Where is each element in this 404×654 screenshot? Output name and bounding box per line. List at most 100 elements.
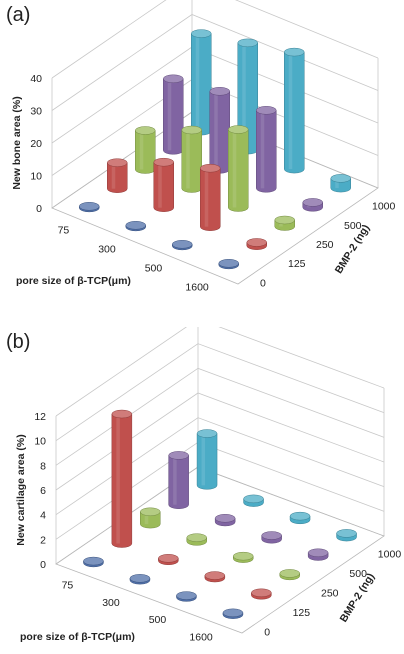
y-tick-label: 8 bbox=[40, 460, 46, 472]
bmp-tick-label: 1000 bbox=[372, 201, 396, 213]
chart-panel-b: (b) 0 2 4 6 8 10 12 75 300 500 1600 0 125 250 500 1000 N… bbox=[0, 327, 404, 654]
cylinder-highlight bbox=[144, 511, 149, 525]
cylinder-top bbox=[246, 238, 267, 247]
cylinder-top bbox=[256, 106, 277, 115]
cylinder-top bbox=[140, 507, 161, 517]
cylinder-highlight bbox=[139, 130, 144, 170]
chart-b-svg: 0 2 4 6 8 10 12 75 300 500 1600 0 125 250 500 1000 New c… bbox=[15, 327, 401, 643]
cylinder-bar bbox=[279, 569, 300, 581]
cylinder-bar bbox=[274, 215, 295, 231]
cylinder-top bbox=[214, 514, 236, 523]
cylinder-highlight bbox=[232, 129, 237, 208]
cylinder-top bbox=[135, 126, 156, 135]
cylinder-bar bbox=[261, 531, 282, 544]
cylinder-bar bbox=[246, 238, 267, 250]
y-tick-label: 10 bbox=[30, 171, 42, 183]
cylinder-bar bbox=[284, 47, 305, 174]
bmp-tick-label: 125 bbox=[288, 258, 306, 270]
cylinder-bar bbox=[204, 571, 226, 583]
cylinder-body bbox=[209, 91, 230, 174]
cylinder-bar bbox=[186, 533, 207, 546]
cylinder-top bbox=[336, 529, 357, 538]
cylinder-bar bbox=[330, 174, 351, 193]
chart-panel-a: (a) 0 10 20 30 40 75 300 500 1600 0 125 250 500 1000 N… bbox=[6, 0, 396, 294]
cylinder-top bbox=[204, 571, 226, 580]
cylinder-bar bbox=[256, 106, 277, 193]
cylinder-bar bbox=[181, 125, 202, 193]
y-axis-title: New bone area (%) bbox=[11, 96, 23, 189]
cylinder-top bbox=[125, 221, 146, 230]
cylinder-body bbox=[196, 433, 218, 490]
cylinder-highlight bbox=[167, 78, 172, 151]
bmp-tick-label: 250 bbox=[316, 239, 334, 251]
y-tick-label: 0 bbox=[40, 559, 46, 571]
cylinder-bar bbox=[307, 548, 329, 561]
cylinder-top bbox=[79, 202, 100, 211]
bmp-tick-label: 0 bbox=[260, 277, 266, 289]
cylinder-highlight bbox=[158, 162, 162, 208]
pore-tick-label: 300 bbox=[98, 244, 116, 256]
panel-label-a: (a) bbox=[6, 4, 31, 26]
y-tick-label: 40 bbox=[30, 73, 42, 85]
floor-outline bbox=[55, 466, 385, 634]
bmp-tick-label: 0 bbox=[264, 626, 270, 638]
cylinder-top bbox=[176, 591, 197, 600]
cylinder-bar bbox=[228, 125, 249, 212]
cylinder-body bbox=[228, 129, 249, 212]
pore-tick-label: 75 bbox=[62, 580, 74, 592]
cylinder-top bbox=[261, 531, 282, 540]
cylinder-highlight bbox=[116, 414, 120, 544]
cylinder-body bbox=[163, 78, 184, 155]
cylinder-top bbox=[186, 533, 207, 542]
plot-area: 0 10 20 30 40 75 300 500 1600 0 125 250 500 1000 New b… bbox=[11, 0, 396, 294]
y-tick-label: 0 bbox=[36, 203, 42, 215]
cylinder-top bbox=[129, 574, 151, 583]
cylinder-highlight bbox=[260, 110, 265, 189]
cylinder-bar bbox=[158, 554, 179, 566]
cylinder-highlight bbox=[288, 52, 293, 170]
x-axis-title: pore size of β-TCP(μm) bbox=[20, 631, 135, 643]
cylinder-bar bbox=[125, 221, 146, 232]
bmp-tick-label: 125 bbox=[293, 607, 311, 619]
cylinder-bar bbox=[214, 514, 236, 527]
cylinder-body bbox=[181, 129, 202, 193]
cylinder-body bbox=[191, 33, 212, 136]
cylinder-bar bbox=[135, 126, 156, 174]
cylinder-top bbox=[163, 74, 184, 84]
cylinder-body bbox=[107, 162, 128, 193]
cylinder-bar bbox=[163, 74, 184, 155]
y-tick-label: 6 bbox=[40, 485, 46, 497]
cylinder-bar bbox=[251, 588, 272, 600]
bmp-tick-label: 500 bbox=[349, 568, 367, 580]
y-tick-label: 2 bbox=[40, 534, 46, 546]
gridline bbox=[51, 0, 379, 79]
cylinder-bar bbox=[172, 240, 193, 251]
cylinder-bar bbox=[302, 198, 323, 212]
cylinder-top bbox=[181, 125, 202, 135]
cylinder-top bbox=[209, 87, 230, 96]
cylinder-bar bbox=[129, 574, 151, 585]
bmp-tick-label: 500 bbox=[344, 220, 362, 232]
cylinder-body bbox=[153, 161, 174, 212]
pore-tick-label: 500 bbox=[145, 263, 163, 275]
cylinder-bar bbox=[140, 507, 161, 529]
cylinder-body bbox=[256, 110, 277, 193]
cylinder-body bbox=[111, 413, 133, 548]
cylinder-bar bbox=[196, 429, 218, 490]
cylinder-top bbox=[330, 174, 351, 183]
cylinder-body bbox=[135, 130, 156, 174]
y-tick-label: 4 bbox=[40, 510, 46, 522]
cylinder-bar bbox=[191, 29, 212, 136]
pore-tick-label: 300 bbox=[102, 597, 120, 609]
cylinder-body bbox=[200, 167, 221, 231]
pore-tick-label: 1600 bbox=[189, 631, 213, 643]
cylinder-bar bbox=[79, 202, 100, 213]
pore-tick-label: 75 bbox=[58, 225, 70, 237]
cylinder-top bbox=[200, 163, 221, 173]
cylinder-bar bbox=[153, 157, 174, 212]
cylinder-top bbox=[284, 47, 305, 57]
cylinder-bar bbox=[176, 591, 197, 602]
cylinder-top bbox=[158, 554, 179, 563]
cylinder-bar bbox=[336, 529, 357, 542]
cylinder-bar bbox=[107, 158, 128, 193]
